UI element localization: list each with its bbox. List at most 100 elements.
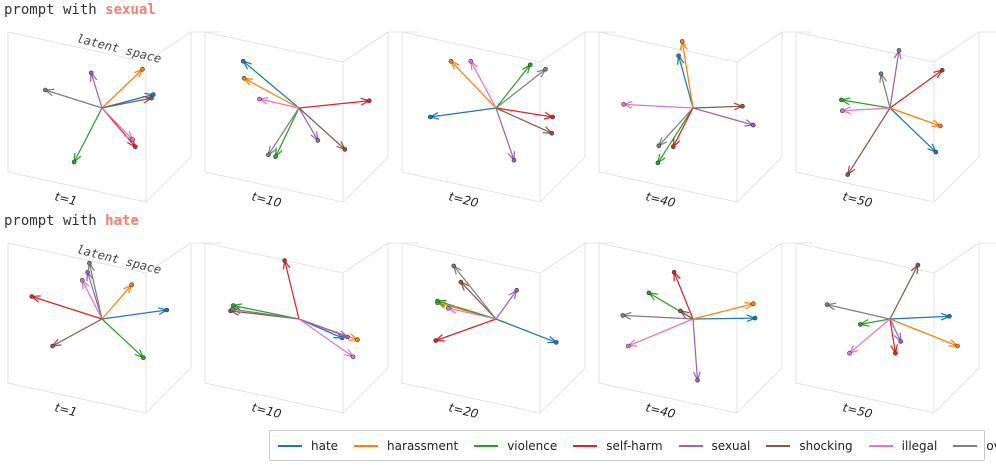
vector-endpoint [140,67,145,72]
vector-hate [240,58,300,109]
vector-endpoint [550,114,556,120]
vector-violence [101,318,146,361]
vector-line [73,107,103,163]
vector-endpoint [896,48,902,53]
vector-endpoint [273,154,278,159]
vector-self-harm [670,107,694,149]
vector-sexual [889,48,902,109]
box-frame [795,31,980,203]
vector-line [453,265,497,320]
vector-endpoint [350,354,356,360]
vector-line [841,99,891,109]
legend-swatch [573,444,598,447]
box-frame [598,31,783,203]
vector-line [242,60,300,109]
vector-violence [273,107,300,159]
legend-swatch [354,444,379,447]
vector-line [658,107,694,147]
legend-swatch [474,444,499,447]
legend-label: overall [986,438,996,453]
vector-endpoint [315,138,321,143]
vector-line [672,107,694,147]
vector-endpoint [282,258,287,263]
box-frame [204,242,389,414]
vector-endpoint [87,260,92,266]
vector-endpoint [511,157,517,163]
vector-endpoint [750,301,756,307]
timestep-label: t=20 [447,400,480,421]
panel-0-3: t=40 [598,31,812,210]
box-frame [795,242,980,414]
vector-endpoint [893,350,898,356]
vector-self-harm [889,67,945,109]
vector-endpoint [676,53,681,59]
vector-line [623,103,694,109]
vector-line [470,60,497,109]
legend-swatch [953,444,978,447]
vector-illegal [625,318,694,349]
vector-sexual [495,287,520,320]
vector-endpoint [553,340,559,345]
vector-illegal [298,318,356,360]
vector-line [31,295,103,320]
legend-item-self-harm: self-harm [573,439,663,453]
vector-illegal [468,58,497,109]
legend-swatch [678,444,703,447]
panel-0-1: t=10 [204,31,418,210]
vector-line [101,97,152,109]
vector-endpoint [445,305,451,311]
vector-line [495,107,553,118]
vector-shocking [298,107,348,152]
timestep-label: t=50 [841,189,874,210]
vector-violence [655,107,694,166]
vector-sexual [692,107,756,128]
vector-overall [495,67,548,109]
vector-line [889,107,941,127]
vector-endpoint [42,87,48,93]
vector-overall [878,71,891,109]
vector-endpoint [79,277,85,283]
latent-vector-figure: prompt with sexual latent space t=1 t=10 t=2… [4,2,996,421]
vector-illegal [621,100,694,109]
vector-sexual [692,318,701,383]
vector-line [101,309,167,320]
vector-endpoint [133,144,138,149]
vector-line [880,73,891,109]
vector-overall [620,311,694,320]
vector-line [860,318,891,326]
vector-illegal [257,96,300,109]
legend-label: illegal [901,438,938,453]
vector-endpoint [345,334,350,340]
vector-endpoint [230,306,235,312]
vector-endpoint [88,70,94,76]
vector-endpoint [355,337,360,343]
vector-line [680,310,694,320]
vector-violence [857,318,891,327]
vector-hate [676,53,694,109]
vector-harassment [241,76,300,109]
legend-item-illegal: illegal [868,438,938,453]
vector-line [450,60,497,109]
timestep-label: t=40 [644,189,677,210]
timestep-label: t=20 [447,189,480,210]
vector-self-harm [671,269,694,320]
legend-item-harassment: harassment [354,439,458,453]
vector-line [495,318,557,343]
vector-shocking [495,107,555,136]
vector-endpoint [621,102,627,107]
vector-harassment [101,282,134,320]
vector-endpoint [141,355,146,361]
vector-line [495,107,553,134]
vector-line [101,68,143,109]
vector-line [889,264,919,320]
vector-endpoint [427,114,433,120]
legend: hate harassment violence self-harm sexual sho… [269,430,996,461]
vector-endpoint [240,58,246,64]
vector-illegal [839,106,891,115]
vector-endpoint [435,298,440,304]
vector-line [692,303,754,320]
box-frame [598,242,783,414]
legend-item-overall: overall [953,439,996,453]
vector-endpoint [543,67,548,72]
legend-label: harassment [387,438,459,453]
